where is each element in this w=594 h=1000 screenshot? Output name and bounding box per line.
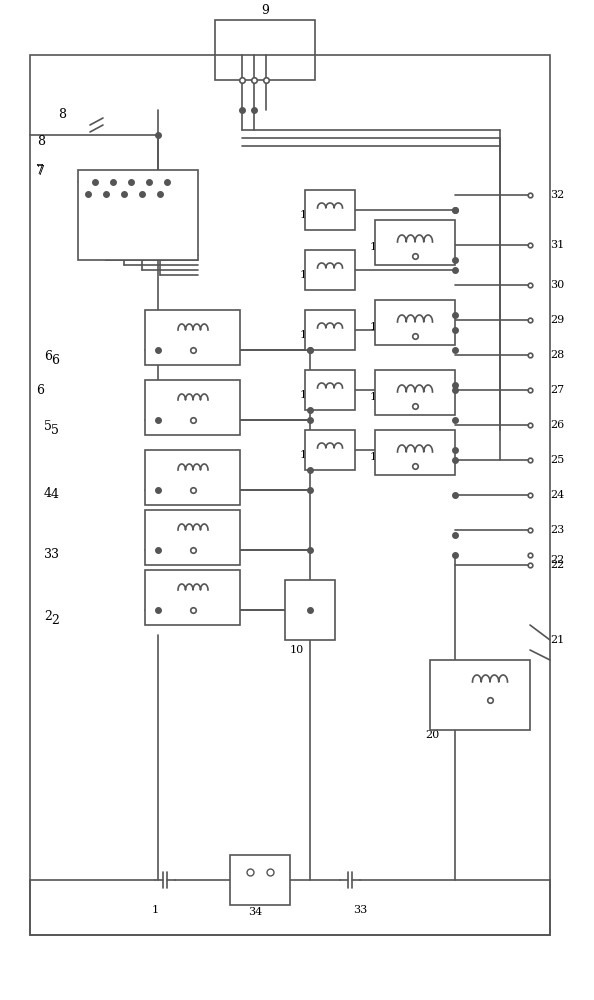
Text: 6: 6 <box>44 350 52 363</box>
Bar <box>230 855 290 905</box>
Bar <box>30 55 550 935</box>
Text: 5: 5 <box>51 424 59 436</box>
Bar <box>430 660 530 730</box>
Text: 5: 5 <box>44 420 52 433</box>
Bar <box>145 380 240 435</box>
Text: 27: 27 <box>550 385 564 395</box>
Bar <box>305 430 355 470</box>
Text: 28: 28 <box>550 350 564 360</box>
Bar <box>145 570 240 625</box>
Text: 10: 10 <box>290 645 304 655</box>
Text: 23: 23 <box>550 525 564 535</box>
Text: 4: 4 <box>44 487 52 500</box>
Text: 24: 24 <box>550 490 564 500</box>
Text: 8: 8 <box>37 135 45 148</box>
Bar <box>375 430 455 475</box>
Text: 15: 15 <box>300 210 314 220</box>
Text: 1: 1 <box>151 905 159 915</box>
Text: 9: 9 <box>261 3 269 16</box>
Text: 21: 21 <box>550 635 564 645</box>
Text: 30: 30 <box>550 280 564 290</box>
Bar <box>78 170 198 260</box>
Bar <box>305 250 355 290</box>
Text: 2: 2 <box>44 610 52 623</box>
Text: 6: 6 <box>36 383 44 396</box>
Text: 3: 3 <box>44 548 52 561</box>
Text: 32: 32 <box>550 190 564 200</box>
Text: 13: 13 <box>300 330 314 340</box>
Bar <box>145 310 240 365</box>
Text: 7: 7 <box>36 163 44 176</box>
Bar <box>375 300 455 345</box>
Bar <box>145 450 240 505</box>
Text: 34: 34 <box>248 907 262 917</box>
Text: 26: 26 <box>550 420 564 430</box>
Text: 8: 8 <box>58 108 66 121</box>
Text: 20: 20 <box>425 730 439 740</box>
Text: 12: 12 <box>300 390 314 400</box>
Bar <box>285 580 335 640</box>
Text: 11: 11 <box>300 450 314 460</box>
Text: 33: 33 <box>353 905 367 915</box>
Text: 2: 2 <box>51 613 59 626</box>
Text: 16: 16 <box>370 452 384 462</box>
Bar <box>145 510 240 565</box>
Text: 19: 19 <box>370 242 384 252</box>
Text: 25: 25 <box>550 455 564 465</box>
Text: 3: 3 <box>51 548 59 562</box>
Text: 18: 18 <box>370 322 384 332</box>
Text: 14: 14 <box>300 270 314 280</box>
Text: 4: 4 <box>51 488 59 502</box>
Bar <box>375 370 455 415</box>
Text: 31: 31 <box>550 240 564 250</box>
Text: 17: 17 <box>370 392 384 402</box>
Text: 29: 29 <box>550 315 564 325</box>
Bar <box>305 310 355 350</box>
Bar <box>375 220 455 265</box>
Text: 7: 7 <box>37 165 45 178</box>
Text: 22: 22 <box>550 555 564 565</box>
Bar <box>215 20 315 80</box>
Bar <box>305 190 355 230</box>
Text: 22: 22 <box>550 560 564 570</box>
Text: 6: 6 <box>51 354 59 366</box>
Bar <box>305 370 355 410</box>
